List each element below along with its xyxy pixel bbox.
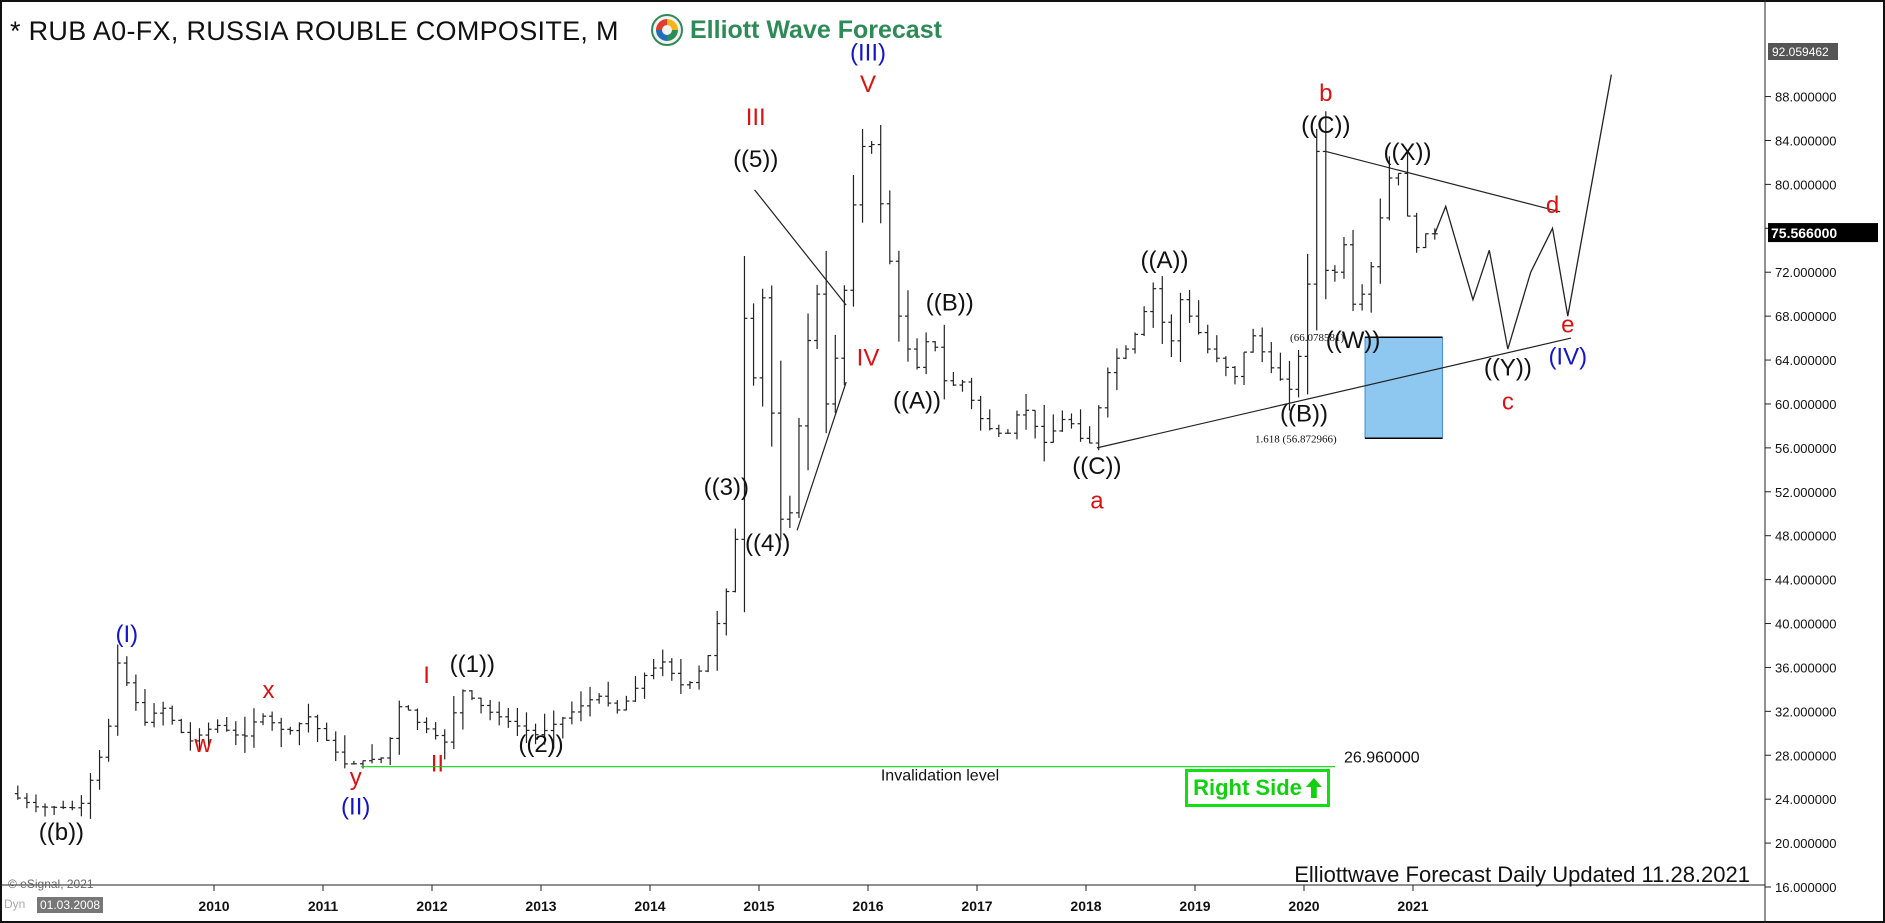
- y-tick-label: 28.000000: [1775, 748, 1836, 763]
- start-date-badge: 01.03.2008: [37, 897, 104, 913]
- wave-label: ((B)): [1280, 401, 1328, 428]
- wave-label: ((Y)): [1484, 354, 1532, 381]
- y-tick-label: 60.000000: [1775, 397, 1836, 412]
- wave-label: ((X)): [1384, 139, 1432, 166]
- x-tick-label: 2017: [961, 898, 992, 914]
- ohlc-bars: [14, 111, 1438, 819]
- wave-label: (I): [115, 621, 138, 648]
- wave-label: d: [1546, 192, 1559, 219]
- wave-label: e: [1561, 312, 1574, 339]
- arrow-up-icon: [1305, 778, 1322, 798]
- x-tick-label: 2020: [1288, 898, 1319, 914]
- last-price-tag: [1768, 223, 1878, 243]
- trendline: [754, 189, 847, 306]
- y-tick-label: 44.000000: [1775, 573, 1836, 588]
- x-tick-label: 2013: [525, 898, 556, 914]
- wave-label: (IV): [1548, 343, 1587, 370]
- y-tick-label: 64.000000: [1775, 353, 1836, 368]
- fib-top-label: (66.078581): [1290, 332, 1344, 344]
- wave-label: ((b)): [39, 819, 84, 846]
- x-tick-label: 2018: [1070, 898, 1101, 914]
- trendline: [796, 381, 847, 531]
- y-tick-label: 68.000000: [1775, 309, 1836, 324]
- wave-label: II: [431, 751, 444, 778]
- invalidation-label: Invalidation level: [881, 768, 999, 785]
- x-tick-label: 2011: [308, 898, 339, 914]
- wave-label: ((3)): [704, 474, 749, 501]
- right-side-badge: Right Side: [1185, 769, 1330, 807]
- wave-label: (III): [850, 39, 886, 66]
- y-tick-label: 80.000000: [1775, 177, 1836, 192]
- wave-label: b: [1319, 80, 1332, 107]
- projection-path: [1434, 74, 1613, 350]
- y-tick-label: 20.000000: [1775, 836, 1836, 851]
- fib-box-rect: [1364, 336, 1443, 439]
- x-tick-label: 2012: [416, 898, 447, 914]
- wave-label: ((2)): [518, 731, 563, 758]
- footer-update-text: Elliottwave Forecast Daily Updated 11.28…: [1294, 862, 1750, 887]
- y-tick-label: 72.000000: [1775, 265, 1836, 280]
- x-tick-label: 2010: [198, 898, 229, 914]
- y-tick-label: 16.000000: [1775, 880, 1836, 895]
- y-tick-label: 32.000000: [1775, 704, 1836, 719]
- wave-label: x: [263, 677, 275, 704]
- logo-text: Elliott Wave Forecast: [690, 15, 942, 44]
- wave-label: y: [350, 764, 362, 791]
- overlay-layer: Invalidation level 26.960000: [361, 750, 1420, 785]
- wave-label: ((B)): [926, 290, 974, 317]
- max-price-tag-label: 92.059462: [1772, 45, 1829, 59]
- trendlines: [754, 74, 1613, 531]
- trendline: [1325, 150, 1561, 213]
- x-tick-label: 2016: [852, 898, 883, 914]
- wave-label: I: [423, 662, 430, 689]
- chart-title: * RUB A0-FX, RUSSIA ROUBLE COMPOSITE, M: [10, 16, 619, 46]
- corner-label: Dyn: [4, 897, 26, 911]
- wave-label: ((C)): [1301, 112, 1350, 139]
- wave-label: ((W)): [1326, 327, 1381, 354]
- invalidation-value: 26.960000: [1344, 750, 1420, 767]
- fibonacci-box: (66.078581) 1.618 (56.872966): [1255, 332, 1443, 445]
- x-tick-label: 2021: [1397, 898, 1428, 914]
- max-price-tag: [1768, 43, 1838, 60]
- wave-label: ((5)): [733, 146, 778, 173]
- wave-label: ((A)): [1140, 247, 1188, 274]
- wave-label: ((1)): [450, 651, 495, 678]
- logo-icon: [651, 14, 683, 46]
- y-tick-label: 48.000000: [1775, 529, 1836, 544]
- x-tick-label: 2014: [634, 898, 665, 914]
- wave-label: w: [193, 731, 212, 758]
- wave-label: ((4)): [745, 530, 790, 557]
- y-tick-label: 24.000000: [1775, 792, 1836, 807]
- last-price-tag-label: 75.566000: [1771, 225, 1837, 241]
- wave-label: c: [1502, 388, 1514, 415]
- wave-label: ((A)): [893, 387, 941, 414]
- wave-label: IV: [857, 345, 880, 372]
- y-tick-label: 56.000000: [1775, 441, 1836, 456]
- wave-labels: ((b))(I)wxy(II)III((1))((2))((3))((4))((…: [39, 39, 1587, 845]
- x-tick-label: 2019: [1179, 898, 1210, 914]
- trendline: [1096, 337, 1572, 449]
- copyright: © eSignal, 2021: [8, 877, 94, 891]
- y-tick-label: 40.000000: [1775, 617, 1836, 632]
- y-tick-label: 84.000000: [1775, 133, 1836, 148]
- x-tick-label: 2015: [743, 898, 774, 914]
- right-side-label: Right Side: [1193, 775, 1302, 800]
- wave-label: ((C)): [1072, 453, 1121, 480]
- wave-label: a: [1090, 487, 1104, 514]
- y-tick-label: 88.000000: [1775, 90, 1836, 105]
- y-tick-label: 36.000000: [1775, 660, 1836, 675]
- logo: Elliott Wave Forecast: [650, 13, 942, 47]
- wave-label: V: [860, 71, 876, 98]
- fib-bottom-label: 1.618 (56.872966): [1255, 433, 1337, 445]
- wave-label: (II): [341, 794, 370, 821]
- y-tick-label: 52.000000: [1775, 485, 1836, 500]
- wave-label: III: [746, 104, 766, 131]
